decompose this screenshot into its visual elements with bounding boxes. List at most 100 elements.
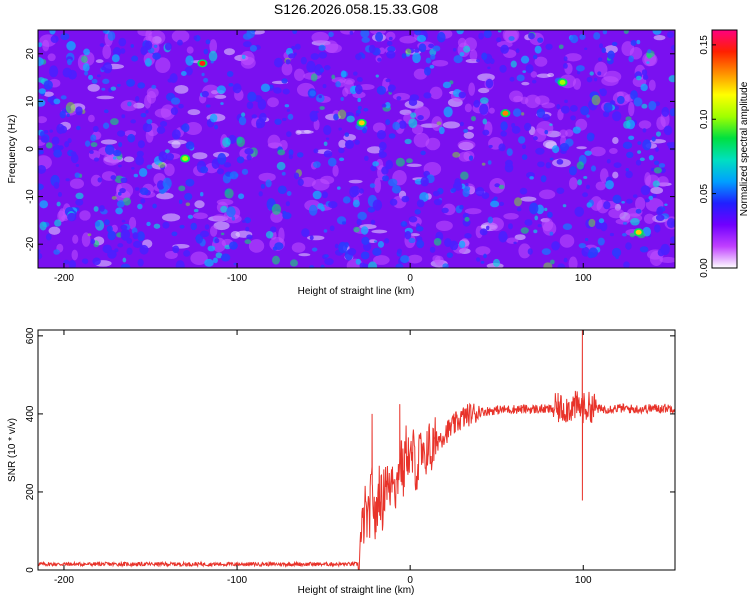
heatmap-cell	[615, 254, 619, 260]
heatmap-cell	[247, 91, 257, 102]
heatmap-cell	[580, 105, 590, 116]
y-axis-tick-label: 600	[25, 327, 36, 344]
heatmap-cell	[366, 146, 383, 154]
heatmap-cell	[651, 136, 656, 142]
heatmap-cell	[137, 140, 145, 149]
heatmap-cell	[499, 201, 505, 207]
heatmap-cell	[651, 193, 657, 198]
heatmap-cell	[603, 201, 611, 210]
heatmap-cell	[160, 104, 176, 120]
heatmap-cell	[236, 136, 245, 148]
heatmap-cell	[333, 113, 339, 121]
x-axis-tick-label: -100	[227, 575, 247, 586]
heatmap-cell	[528, 32, 535, 40]
heatmap-cell	[373, 240, 378, 243]
heatmap-cell	[510, 60, 517, 68]
heatmap-cell	[118, 164, 122, 168]
heatmap-cell	[464, 233, 472, 239]
heatmap-cell	[392, 92, 411, 101]
heatmap-cell	[38, 88, 46, 94]
heatmap-cell	[353, 71, 358, 76]
heatmap-cell	[201, 90, 209, 98]
heatmap-cell	[648, 100, 657, 111]
heatmap-cell	[175, 260, 185, 268]
heatmap-cell	[110, 175, 117, 181]
heatmap-cell	[195, 233, 203, 244]
heatmap-cell	[637, 150, 642, 154]
heatmap-cell	[589, 71, 594, 76]
heatmap-cell	[190, 222, 197, 231]
heatmap-cell	[650, 167, 655, 172]
heatmap-cell	[518, 243, 531, 259]
heatmap-cell	[481, 162, 486, 166]
heatmap-cell	[341, 221, 347, 225]
heatmap-cell	[650, 186, 664, 195]
heatmap-cell	[320, 206, 325, 212]
heatmap-cell	[214, 238, 220, 244]
heatmap-cell	[371, 229, 388, 234]
heatmap-cell	[556, 187, 565, 194]
heatmap-cell	[367, 261, 378, 268]
heatmap-cell	[381, 103, 387, 108]
heatmap-cell	[475, 225, 483, 239]
heatmap-cell	[97, 177, 102, 183]
heatmap-cell	[387, 46, 396, 53]
heatmap-cell	[294, 68, 305, 81]
heatmap-cell	[626, 151, 634, 159]
heatmap-cell	[459, 52, 465, 57]
y-axis-tick-label: -20	[25, 237, 36, 252]
heatmap-cell	[648, 155, 654, 161]
heatmap-cell	[40, 135, 49, 143]
figure-title: S126.2026.058.15.33.G08	[274, 1, 438, 17]
heatmap-cell	[43, 129, 49, 134]
heatmap-cell	[436, 121, 442, 126]
heatmap-cell	[541, 248, 551, 255]
heatmap-cell	[246, 154, 252, 161]
colorbar-tick-label: 0.10	[699, 109, 710, 129]
heatmap-cell	[224, 188, 234, 199]
heatmap-cell	[318, 95, 322, 99]
heatmap-cell	[423, 92, 432, 99]
heatmap-cell	[564, 53, 582, 62]
heatmap-cell	[534, 45, 542, 54]
heatmap-cell	[291, 46, 296, 50]
heatmap-cell	[171, 30, 190, 43]
heatmap-cell	[170, 97, 181, 105]
heatmap-cell	[357, 97, 362, 103]
heatmap-cell	[216, 85, 226, 94]
heatmap-cell	[583, 176, 588, 179]
heatmap-cell	[496, 37, 502, 43]
heatmap-cell	[630, 218, 640, 226]
heatmap-cell	[50, 35, 59, 43]
heatmap-cell	[369, 183, 376, 188]
heatmap-cell	[123, 156, 135, 163]
heatmap-cell	[490, 200, 500, 208]
heatmap-cell	[407, 254, 423, 264]
heatmap-cell	[425, 57, 432, 64]
y-axis-tick-label: 200	[25, 483, 36, 500]
heatmap-cell	[506, 148, 513, 157]
heatmap-cell	[162, 177, 172, 190]
heatmap-cell	[357, 211, 367, 221]
heatmap-cell	[493, 258, 500, 267]
heatmap-cell	[377, 240, 385, 248]
heatmap-cell	[346, 115, 355, 123]
heatmap-cell	[520, 196, 537, 202]
x-axis-tick-label: 100	[575, 273, 592, 284]
heatmap-cell	[452, 181, 463, 191]
heatmap-cell	[127, 133, 136, 143]
heatmap-cell	[340, 96, 344, 101]
heatmap-cell	[515, 48, 520, 54]
heatmap-cell	[342, 196, 351, 204]
heatmap-cell	[430, 54, 436, 60]
heatmap-cell	[185, 141, 195, 150]
heatmap-cell	[111, 54, 120, 63]
heatmap-cell	[174, 84, 189, 94]
heatmap-cell	[557, 263, 566, 268]
heatmap-cell	[54, 219, 62, 227]
heatmap-cell	[56, 201, 61, 207]
heatmap-cell	[615, 218, 630, 225]
heatmap-cell	[379, 141, 387, 151]
heatmap-cell	[408, 216, 418, 223]
heatmap-cell	[361, 53, 366, 59]
